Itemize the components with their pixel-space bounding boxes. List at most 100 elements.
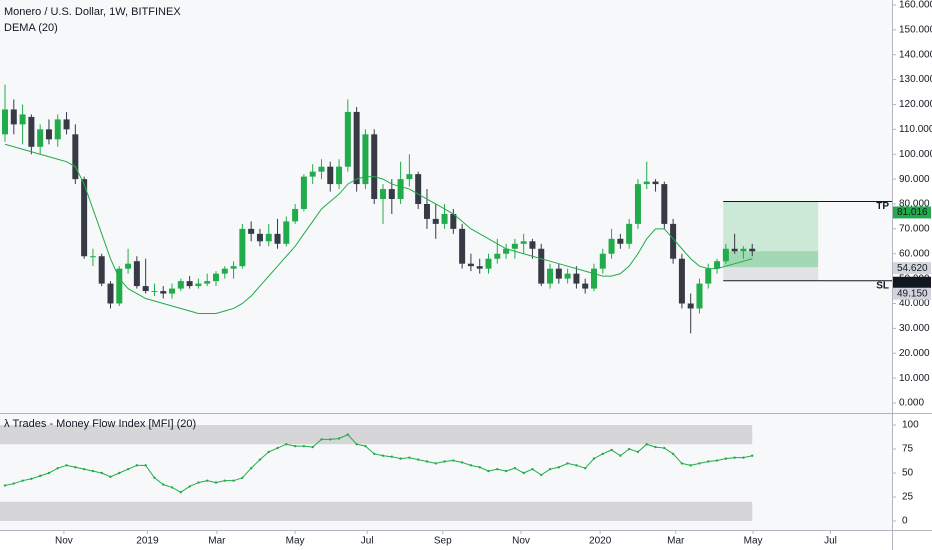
candle-body (731, 248, 738, 252)
mfi-point (390, 455, 394, 458)
mfi-point (91, 469, 95, 473)
mfi-point (592, 457, 596, 460)
mfi-point (223, 479, 226, 482)
x-tick-label: 2019 (136, 536, 159, 547)
candle-body (714, 261, 721, 269)
candle-body (81, 179, 88, 257)
mfi-band (0, 501, 753, 521)
candle-body (705, 268, 712, 284)
candle-body (19, 114, 26, 125)
mfi-point (443, 460, 446, 463)
mfi-point (135, 464, 139, 467)
candle-body (248, 228, 255, 234)
mfi-point (179, 490, 183, 494)
x-tick-label: Mar (208, 536, 226, 547)
mfi-point (425, 460, 429, 463)
mfi-point (188, 485, 191, 488)
sl-price-2-box (893, 287, 931, 300)
candle-body (133, 261, 140, 287)
candle-body (283, 221, 290, 244)
dema-line (4, 143, 753, 314)
mfi-point (320, 438, 323, 441)
candle-body (151, 291, 158, 293)
candle-body (538, 248, 545, 284)
candle-body (608, 238, 615, 254)
candle-body (186, 281, 193, 287)
mfi-point (724, 457, 728, 460)
tp-price: 81.016 (897, 207, 928, 218)
y-tick-label: 10.000 (899, 373, 930, 384)
candle-body (590, 268, 597, 289)
mfi-point (153, 476, 156, 480)
entry-price-box (893, 262, 931, 275)
mfi-point (522, 471, 525, 475)
mfi-point (293, 444, 297, 448)
candle-body (661, 184, 668, 224)
mfi-point (302, 444, 306, 448)
y-tick-label: 150.000 (899, 24, 932, 35)
mfi-point (381, 454, 385, 457)
x-tick-label: Sep (434, 536, 452, 547)
mfi-point (478, 466, 481, 469)
mfi-point (504, 469, 508, 473)
mfi-point (170, 486, 174, 489)
mfi-point (373, 452, 376, 456)
mfi-point (82, 467, 86, 471)
candle-body (327, 166, 334, 185)
candle-body (300, 176, 307, 209)
y-tick-label: 140.000 (899, 49, 932, 60)
y-tick-label: 20.000 (899, 348, 930, 359)
candle-body (177, 281, 184, 289)
candle-body (318, 166, 325, 172)
candle-body (160, 291, 167, 294)
candle-body (520, 241, 527, 244)
mfi-point (408, 456, 411, 459)
y-tick-label: 70.000 (899, 224, 930, 235)
mfi-point (355, 443, 358, 446)
mfi-point (601, 452, 604, 456)
candle-body (45, 129, 52, 140)
mfi-point (65, 464, 68, 467)
mfi-point (56, 467, 59, 470)
candle-body (221, 268, 228, 274)
tp-price-box (893, 206, 931, 219)
mfi-point (285, 443, 288, 446)
mfi-point (698, 462, 701, 465)
candle-body (89, 256, 96, 258)
x-tick-label: May (286, 536, 305, 547)
mfi-point (575, 464, 578, 467)
candle-body (98, 256, 105, 284)
tp-label: TP (876, 201, 889, 212)
candle-body (599, 253, 606, 269)
mfi-point (118, 471, 121, 475)
mfi-point (109, 475, 112, 479)
mfi-title: λ Trades - Money Flow Index [MFI] (20) (4, 418, 196, 430)
candle-body (511, 243, 518, 249)
candle-body (292, 208, 299, 222)
mfi-point (496, 467, 499, 471)
mfi-point (627, 447, 631, 451)
loss-zone (723, 267, 819, 281)
candle-body (696, 283, 703, 309)
x-tick-label: 2020 (589, 536, 612, 547)
mfi-point (416, 458, 420, 461)
mfi-point (584, 467, 587, 470)
y-tick-label: 25 (902, 492, 914, 503)
mfi-point (337, 437, 341, 440)
candle-body (72, 134, 79, 180)
candle-body (503, 248, 510, 254)
candle-body (485, 258, 492, 269)
y-tick-label: 50 (902, 468, 914, 479)
mfi-point (205, 479, 209, 482)
candle-body (476, 266, 483, 269)
candle-body (450, 213, 457, 229)
mfi-point (663, 446, 666, 450)
profit-zone (723, 201, 819, 268)
candle-body (634, 184, 641, 224)
candle-body (678, 258, 685, 304)
y-tick-label: 130.000 (899, 74, 932, 85)
candle-body (740, 248, 747, 252)
mfi-point (540, 473, 543, 477)
candle-body (344, 111, 351, 167)
x-tick-label: Jul (361, 536, 374, 547)
